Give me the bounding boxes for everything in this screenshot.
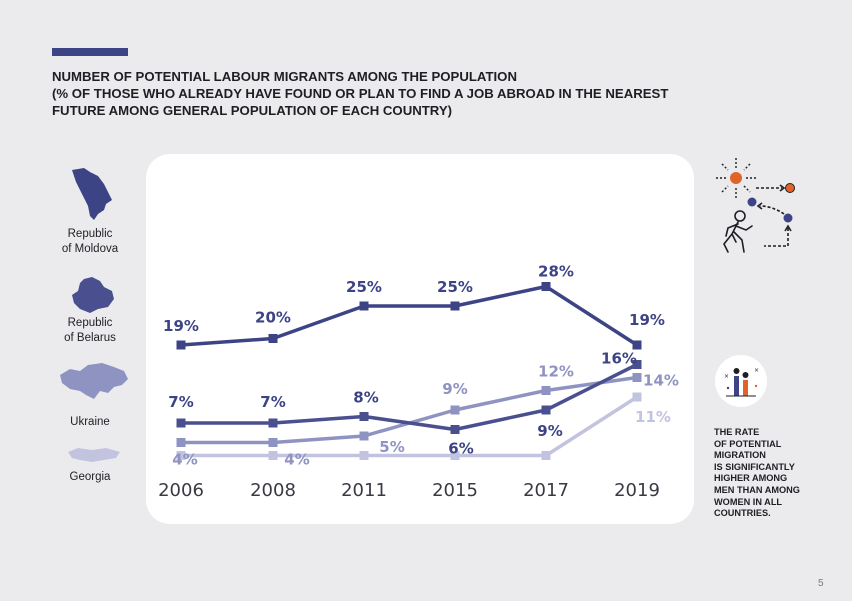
data-label: 4%	[284, 451, 309, 469]
data-label: 12%	[538, 363, 574, 381]
data-point	[268, 451, 278, 460]
data-label: 28%	[538, 263, 574, 281]
svg-text:×: ×	[724, 373, 729, 380]
page-title: NUMBER OF POTENTIAL LABOUR MIGRANTS AMON…	[52, 68, 772, 119]
data-point	[176, 340, 186, 350]
data-label: 20%	[255, 309, 291, 327]
data-point	[359, 431, 369, 441]
data-point	[268, 334, 278, 343]
data-point	[268, 418, 278, 428]
legend-label-moldova: Republic of Moldova	[61, 228, 119, 255]
data-point	[359, 451, 369, 460]
accent-bar	[52, 48, 128, 56]
data-point	[541, 282, 551, 291]
data-point	[450, 301, 460, 311]
data-label: 7%	[260, 393, 285, 411]
data-label: 11%	[635, 408, 671, 426]
data-label: 8%	[353, 389, 378, 407]
belarus-map-icon	[72, 277, 114, 313]
data-point	[359, 301, 369, 311]
data-point	[541, 451, 551, 460]
x-tick-label: 2006	[158, 480, 204, 501]
legend-label-georgia: Georgia	[69, 471, 111, 483]
series-line	[180, 284, 638, 347]
ukraine-map-icon	[60, 363, 128, 399]
x-tick-label: 2019	[614, 480, 660, 501]
legend-label-belarus: Republic of Belarus	[64, 317, 116, 344]
data-point	[268, 438, 278, 447]
georgia-map-icon	[68, 448, 120, 462]
x-tick-label: 2008	[250, 480, 296, 501]
data-label: 14%	[643, 372, 679, 390]
title-line: FUTURE AMONG GENERAL POPULATION OF EACH …	[52, 103, 453, 118]
data-point	[176, 418, 186, 428]
data-label: 6%	[448, 440, 473, 458]
x-tick-label: 2011	[341, 480, 387, 501]
data-label: 19%	[163, 317, 199, 335]
data-point	[450, 405, 460, 415]
data-label: 19%	[629, 311, 665, 329]
data-point	[359, 412, 369, 421]
data-point	[632, 373, 642, 382]
data-point	[450, 425, 460, 434]
data-label: 4%	[172, 451, 197, 469]
series-line	[181, 395, 638, 458]
migration-note: THE RATE OF POTENTIAL MIGRATION IS SIGNI…	[714, 427, 800, 519]
series-line	[181, 375, 638, 445]
legend-label-ukraine: Ukraine	[70, 416, 110, 428]
title-line: NUMBER OF POTENTIAL LABOUR MIGRANTS AMON…	[52, 69, 517, 84]
data-label: 5%	[379, 438, 404, 456]
gender-comparison-icon: × ×	[715, 355, 767, 407]
data-point	[632, 392, 642, 402]
svg-text:×: ×	[754, 367, 759, 374]
page-number: 5	[818, 578, 824, 589]
x-tick-label: 2015	[432, 480, 478, 501]
migration-icon	[716, 158, 795, 253]
chart-card	[146, 154, 694, 524]
series-line	[181, 362, 638, 432]
moldova-map-icon	[72, 168, 112, 220]
data-point	[632, 340, 642, 350]
data-point	[450, 451, 460, 460]
x-tick-label: 2017	[523, 480, 569, 501]
data-label: 25%	[346, 278, 382, 296]
data-label: 9%	[537, 422, 562, 440]
data-label: 7%	[168, 393, 193, 411]
data-point	[541, 386, 551, 395]
data-point	[541, 405, 551, 415]
title-line: (% OF THOSE WHO ALREADY HAVE FOUND OR PL…	[52, 86, 669, 101]
data-label: 9%	[442, 380, 467, 398]
data-point	[632, 360, 642, 369]
data-point	[176, 438, 186, 447]
data-point	[176, 451, 186, 460]
data-label: 16%	[601, 350, 637, 368]
data-label: 25%	[437, 278, 473, 296]
